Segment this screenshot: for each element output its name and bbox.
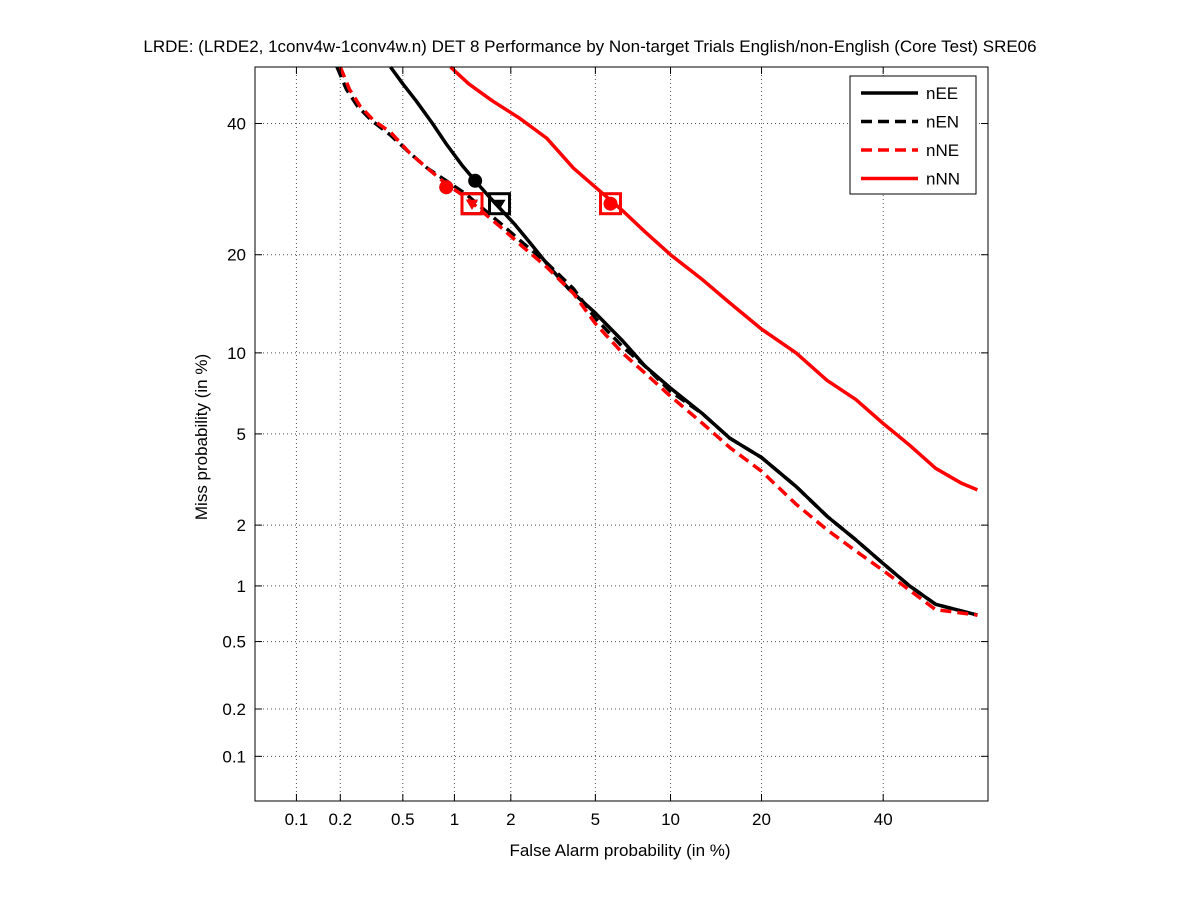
marker-layer bbox=[439, 173, 622, 216]
series-line-nne bbox=[338, 66, 978, 617]
legend-label-nne: nNE bbox=[926, 141, 959, 160]
y-tick-label: 20 bbox=[227, 246, 246, 265]
y-tick-label: 40 bbox=[227, 115, 246, 134]
x-tick-label: 0.5 bbox=[391, 810, 415, 829]
x-tick-label: 10 bbox=[661, 810, 680, 829]
y-tick-label: 0.5 bbox=[222, 633, 246, 652]
act-dcf-triangle-nee bbox=[493, 199, 506, 210]
y-tick-label: 0.2 bbox=[222, 700, 246, 719]
chart-title: LRDE: (LRDE2, 1conv4w-1conv4w.n) DET 8 P… bbox=[143, 37, 1036, 56]
legend-label-nee: nEE bbox=[926, 84, 958, 103]
act-dcf-triangle-nne bbox=[465, 199, 478, 210]
min-dcf-marker-nee bbox=[468, 173, 483, 188]
x-tick-label: 0.2 bbox=[328, 810, 352, 829]
x-tick-label: 0.1 bbox=[285, 810, 309, 829]
x-tick-label: 5 bbox=[591, 810, 600, 829]
legend: nEE nEN nNE nNN bbox=[849, 75, 977, 195]
act-dcf-box-nnn bbox=[598, 192, 622, 216]
x-tick-label: 20 bbox=[752, 810, 771, 829]
series-line-nnn bbox=[449, 65, 979, 492]
y-tick-label: 10 bbox=[227, 344, 246, 363]
x-tick-label: 1 bbox=[450, 810, 459, 829]
legend-label-nnn: nNN bbox=[926, 170, 960, 189]
act-dcf-triangle-nnn bbox=[604, 199, 617, 210]
act-dcf-box-nne bbox=[460, 192, 484, 216]
legend-box bbox=[849, 75, 977, 195]
min-dcf-marker-nne bbox=[439, 180, 454, 195]
y-tick-label: 2 bbox=[237, 516, 246, 535]
legend-label-nen: nEN bbox=[926, 113, 959, 132]
y-axis-label: Miss probability (in %) bbox=[192, 354, 211, 520]
act-dcf-box-nee bbox=[488, 192, 512, 216]
x-axis-label: False Alarm probability (in %) bbox=[509, 841, 730, 860]
series-line-nee bbox=[389, 65, 978, 617]
y-tick-label: 5 bbox=[237, 425, 246, 444]
x-tick-label: 40 bbox=[874, 810, 893, 829]
tick-layer: 0.1 0.2 0.5 1 2 5 10 20 40 0.1 0.2 0.5 1 2 5 10 20 40 bbox=[222, 67, 988, 829]
y-tick-label: 0.1 bbox=[222, 747, 246, 766]
x-tick-label: 2 bbox=[506, 810, 515, 829]
y-tick-label: 1 bbox=[237, 577, 246, 596]
series-layer bbox=[335, 65, 979, 617]
series-line-nen bbox=[335, 66, 978, 617]
